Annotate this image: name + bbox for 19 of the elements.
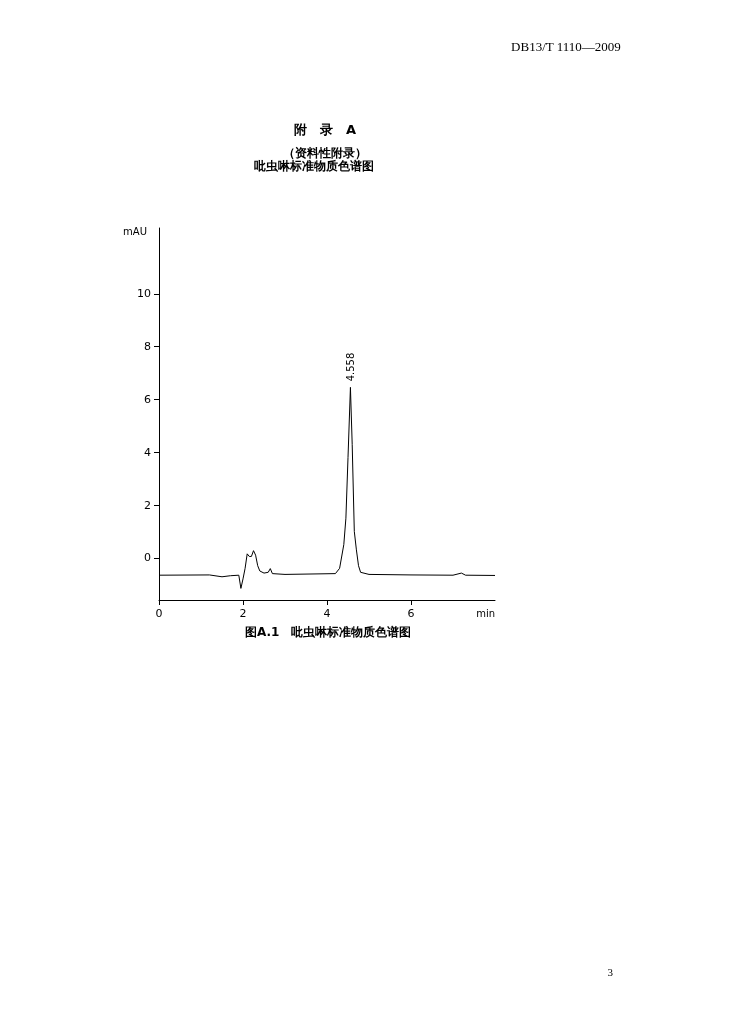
x-tick-label: 6 (407, 607, 415, 620)
y-tick-label: 6 (144, 392, 151, 406)
x-axis-title: min (476, 607, 495, 619)
y-tick-label: 0 (144, 551, 151, 565)
y-tick-label: 4 (144, 445, 151, 459)
y-tick-label: 10 (137, 287, 151, 301)
x-tick-label: 0 (155, 607, 163, 620)
text: 3 (607, 965, 614, 978)
y-tick-label: 8 (144, 340, 151, 354)
x-tick-label: 2 (239, 607, 247, 620)
annotation: 4.558 (344, 352, 356, 382)
text: 吡虫啉标准物质色谱图 (254, 159, 374, 173)
x-tick-label: 4 (323, 607, 331, 620)
y-axis-title: mAU (123, 225, 147, 237)
y-tick-label: 2 (144, 498, 151, 512)
text: DB13/T 1110—2009 (511, 39, 621, 54)
text: 图A.1 吡虫啉标准物质色谱图 (245, 625, 412, 639)
chart-subtitle: （资料性附录） (283, 146, 367, 160)
chart-title: 附 录 A (293, 122, 357, 137)
